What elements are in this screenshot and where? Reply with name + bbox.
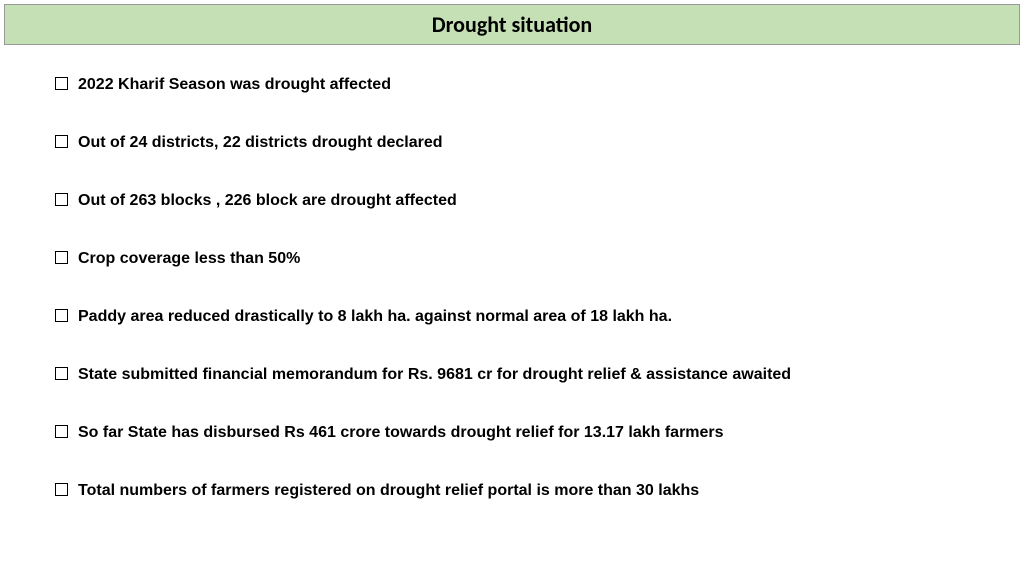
square-bullet-icon bbox=[55, 135, 68, 148]
square-bullet-icon bbox=[55, 309, 68, 322]
list-item: Total numbers of farmers registered on d… bbox=[55, 481, 974, 501]
list-item: Out of 24 districts, 22 districts drough… bbox=[55, 133, 974, 153]
square-bullet-icon bbox=[55, 251, 68, 264]
bullet-text: Crop coverage less than 50% bbox=[78, 249, 300, 269]
bullet-text: 2022 Kharif Season was drought affected bbox=[78, 75, 391, 95]
bullet-text: Out of 263 blocks , 226 block are drough… bbox=[78, 191, 457, 211]
list-item: So far State has disbursed Rs 461 crore … bbox=[55, 423, 974, 443]
slide-title: Drought situation bbox=[432, 11, 592, 38]
square-bullet-icon bbox=[55, 193, 68, 206]
list-item: Paddy area reduced drastically to 8 lakh… bbox=[55, 307, 974, 327]
list-item: Out of 263 blocks , 226 block are drough… bbox=[55, 191, 974, 211]
bullet-text: So far State has disbursed Rs 461 crore … bbox=[78, 423, 724, 443]
bullet-text: Total numbers of farmers registered on d… bbox=[78, 481, 699, 501]
list-item: Crop coverage less than 50% bbox=[55, 249, 974, 269]
bullet-text: Paddy area reduced drastically to 8 lakh… bbox=[78, 307, 672, 327]
bullet-text: State submitted financial memorandum for… bbox=[78, 365, 791, 385]
slide-header: Drought situation bbox=[4, 4, 1020, 45]
slide-content: 2022 Kharif Season was drought affected … bbox=[0, 45, 1024, 501]
square-bullet-icon bbox=[55, 425, 68, 438]
square-bullet-icon bbox=[55, 77, 68, 90]
list-item: State submitted financial memorandum for… bbox=[55, 365, 974, 385]
square-bullet-icon bbox=[55, 367, 68, 380]
bullet-text: Out of 24 districts, 22 districts drough… bbox=[78, 133, 443, 153]
square-bullet-icon bbox=[55, 483, 68, 496]
list-item: 2022 Kharif Season was drought affected bbox=[55, 75, 974, 95]
